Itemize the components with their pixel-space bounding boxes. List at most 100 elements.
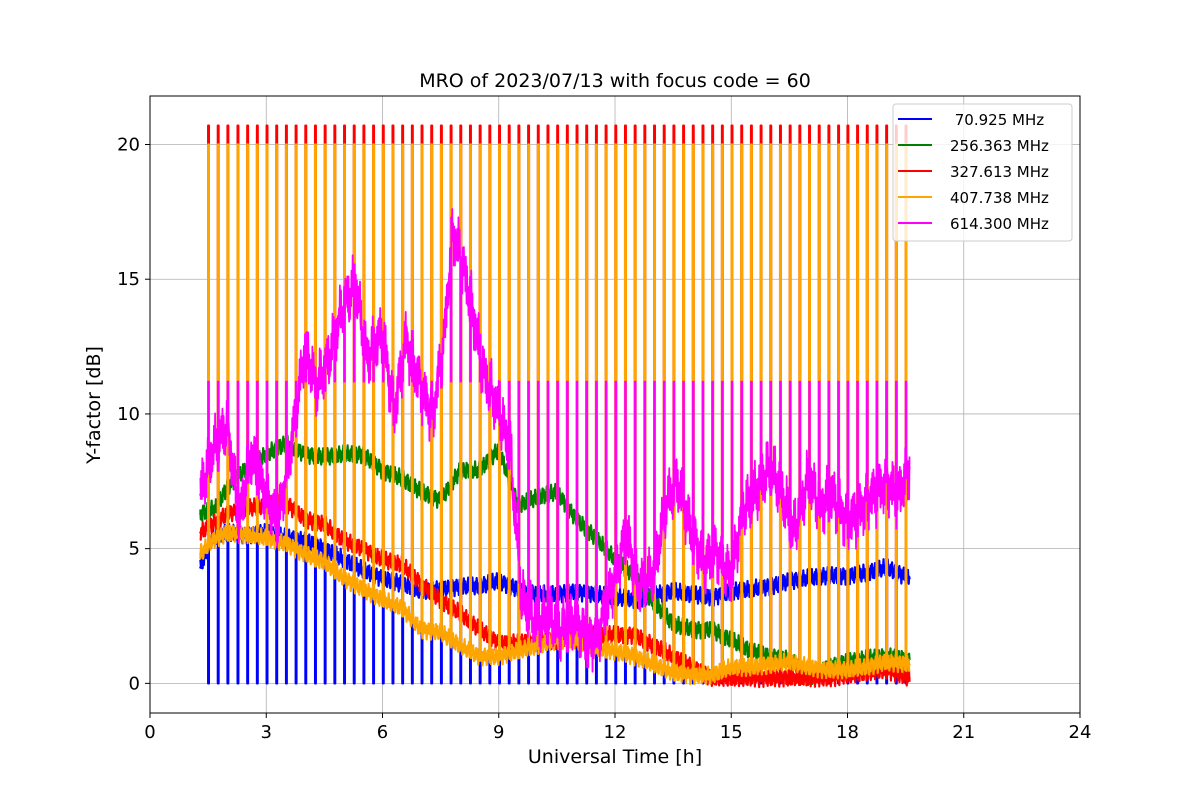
series-point-327613 (749, 676, 752, 680)
series-point-614300 (741, 507, 745, 510)
series-point-614300 (559, 628, 562, 631)
series-line-407738 (199, 143, 911, 686)
series-point-407738 (478, 655, 481, 658)
series-point-327613 (807, 676, 810, 680)
series-point-407738 (516, 649, 520, 653)
series-point-407738 (199, 552, 202, 556)
series-point-407738 (265, 536, 268, 540)
series-point-256363 (214, 507, 218, 510)
series-point-614300 (276, 520, 280, 523)
series-line-614300 (199, 208, 911, 673)
series-point-407738 (210, 539, 214, 542)
series-point-614300 (509, 453, 512, 456)
tick-layer: 0 3 6 9 12 15 18 21 24 0 5 10 15 20 (117, 134, 1091, 743)
series-point-407738 (575, 639, 578, 642)
x-tick-label: 6 (377, 722, 388, 743)
series-point-614300 (249, 453, 252, 456)
series-point-614300 (819, 507, 822, 510)
x-tick-label: 0 (144, 722, 155, 743)
series-point-407738 (420, 628, 423, 631)
series-point-407738 (730, 666, 733, 669)
series-point-614300 (237, 520, 241, 523)
series-point-256363 (199, 512, 202, 515)
series-point-327613 (199, 531, 202, 534)
series-point-614300 (392, 412, 396, 416)
series-point-407738 (400, 606, 404, 610)
series-point-407738 (691, 674, 694, 677)
series-point-614300 (451, 229, 454, 232)
series-point-614300 (404, 337, 407, 340)
series-point-614300 (857, 507, 861, 510)
series-point-327613 (788, 676, 791, 680)
series-point-614300 (625, 533, 628, 537)
series-point-407738 (788, 660, 791, 664)
series-point-614300 (226, 426, 229, 429)
y-tick-label: 0 (129, 673, 140, 694)
series-point-614300 (846, 520, 849, 523)
series-point-614300 (885, 480, 888, 483)
series-point-407738 (633, 655, 636, 658)
series-point-407738 (284, 542, 287, 545)
series-point-614300 (443, 331, 446, 335)
series-point-407738 (885, 660, 888, 664)
series-point-614300 (497, 412, 500, 416)
series-point-614300 (365, 358, 369, 362)
x-tick-label: 9 (493, 722, 504, 743)
series-point-614300 (265, 493, 268, 496)
series-point-614300 (807, 480, 810, 483)
series-point-614300 (547, 614, 551, 618)
series-point-614300 (458, 251, 462, 254)
x-tick-label: 15 (720, 722, 743, 743)
series-point-407738 (245, 533, 249, 537)
series-point-614300 (675, 480, 679, 483)
series-point-614300 (482, 372, 485, 375)
legend: 70.925 MHz 256.363 MHz 327.613 MHz 407.7… (892, 103, 1073, 242)
series-point-614300 (586, 641, 590, 645)
series-point-407738 (826, 668, 830, 672)
series-point-614300 (702, 560, 706, 564)
series-point-614300 (381, 331, 384, 335)
series-point-614300 (780, 493, 783, 496)
series-point-614300 (613, 574, 617, 577)
series-point-614300 (575, 614, 578, 618)
x-tick-label: 18 (836, 722, 859, 743)
series-point-614300 (664, 507, 667, 510)
series-point-407738 (613, 649, 617, 653)
series-point-407738 (710, 674, 714, 677)
series-point-407738 (439, 630, 442, 634)
series-point-614300 (730, 574, 733, 577)
series-point-407738 (458, 644, 462, 647)
series-point-614300 (768, 466, 772, 470)
series-point-614300 (536, 622, 539, 626)
y-tick-label: 10 (117, 404, 140, 425)
x-tick-label: 21 (952, 722, 975, 743)
series-point-614300 (691, 533, 694, 537)
series-point-327613 (826, 676, 830, 680)
series-point-614300 (342, 304, 345, 308)
series-point-407738 (749, 666, 752, 669)
y-tick-label: 20 (117, 134, 140, 155)
legend-label-407738: 407.738 MHz (950, 189, 1049, 207)
chart-title: MRO of 2023/07/13 with focus code = 60 (419, 70, 811, 92)
series-point-614300 (470, 304, 473, 308)
data-layer (199, 124, 911, 689)
series-point-327613 (214, 520, 218, 523)
series-point-614300 (637, 587, 640, 591)
series-point-70925 (908, 577, 911, 580)
legend-label-256363: 256.363 MHz (950, 137, 1049, 155)
legend-label-70925: 70.925 MHz (950, 111, 1044, 129)
series-point-614300 (896, 493, 900, 496)
series-point-614300 (288, 453, 291, 456)
series-point-70925 (199, 566, 202, 569)
series-point-614300 (303, 345, 307, 348)
legend-box (892, 103, 1073, 242)
x-tick-label: 12 (604, 722, 627, 743)
y-axis-title: Y-factor [dB] (83, 346, 105, 465)
series-point-614300 (652, 574, 655, 577)
series-point-614300 (431, 412, 435, 416)
series-point-407738 (671, 671, 675, 674)
series-point-614300 (327, 358, 330, 362)
series-point-407738 (865, 666, 869, 669)
